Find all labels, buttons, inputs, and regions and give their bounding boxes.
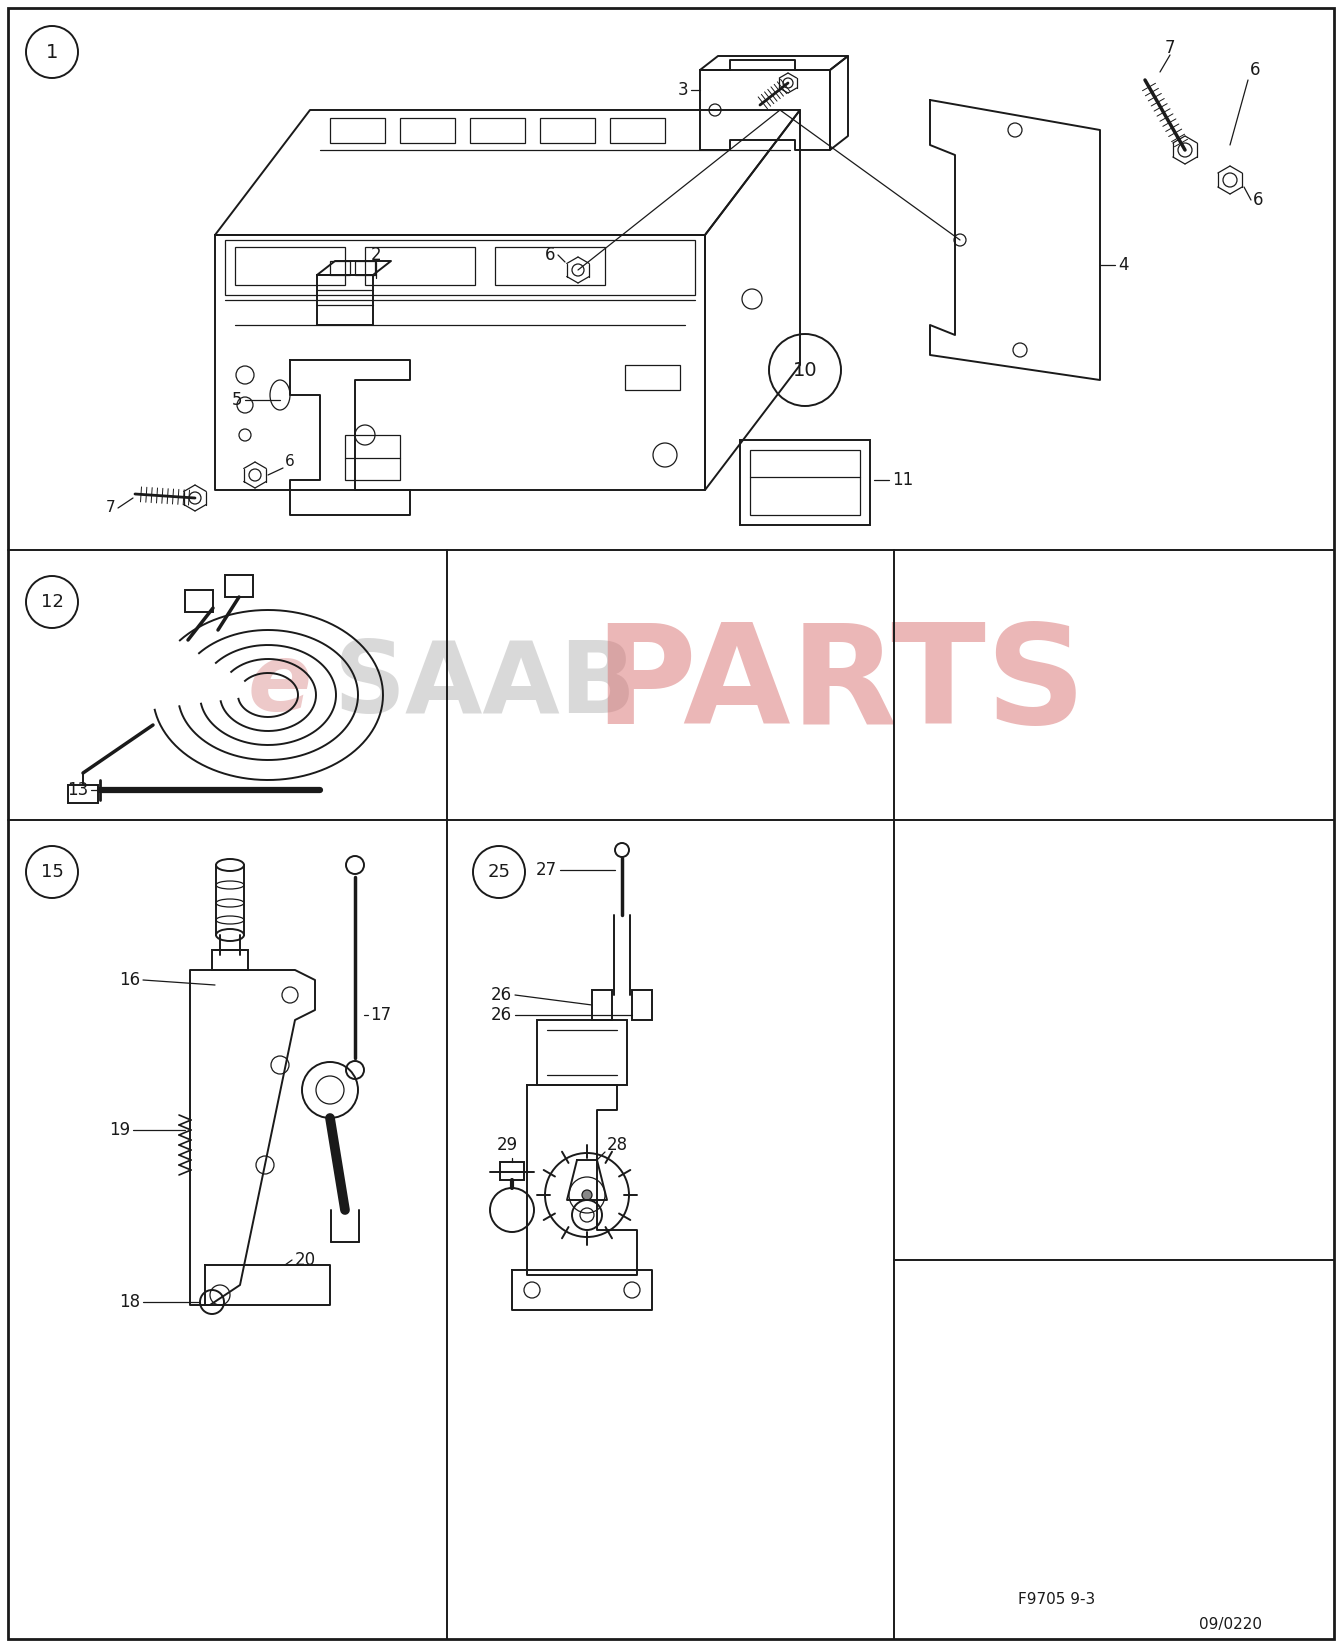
Text: PARTS: PARTS: [595, 618, 1086, 753]
Text: 3: 3: [678, 81, 688, 99]
Bar: [212, 950, 248, 970]
Text: 19: 19: [109, 1122, 130, 1140]
Text: 2: 2: [370, 245, 381, 264]
Text: e: e: [248, 639, 313, 731]
Text: 29: 29: [497, 1136, 518, 1155]
Bar: [225, 240, 695, 295]
Text: 6: 6: [1253, 191, 1264, 209]
Text: 11: 11: [892, 471, 914, 489]
Text: 17: 17: [370, 1006, 391, 1024]
Text: 09/0220: 09/0220: [1198, 1617, 1261, 1632]
Bar: [537, 1019, 627, 1085]
Bar: [470, 119, 525, 143]
Text: 16: 16: [119, 972, 140, 988]
Bar: [592, 990, 612, 1019]
Bar: [400, 119, 455, 143]
Bar: [632, 990, 652, 1019]
Bar: [185, 590, 213, 613]
Text: 4: 4: [1118, 255, 1129, 273]
Text: 26: 26: [491, 987, 513, 1005]
Text: 18: 18: [119, 1293, 140, 1311]
Bar: [330, 260, 350, 275]
Text: 15: 15: [40, 863, 63, 881]
Text: F9705 9-3: F9705 9-3: [1017, 1593, 1095, 1607]
Bar: [739, 440, 870, 525]
Text: SAAB: SAAB: [334, 636, 636, 733]
Text: 25: 25: [487, 863, 510, 881]
Text: 5: 5: [232, 390, 242, 408]
Text: 7: 7: [106, 501, 115, 516]
Text: 6: 6: [545, 245, 556, 264]
Bar: [625, 366, 680, 390]
Bar: [330, 119, 385, 143]
Text: 6: 6: [1249, 61, 1260, 79]
Text: 13: 13: [67, 781, 89, 799]
Bar: [356, 260, 374, 275]
Text: 28: 28: [607, 1136, 628, 1155]
Text: 10: 10: [793, 361, 817, 379]
Text: 12: 12: [40, 593, 63, 611]
Bar: [611, 119, 666, 143]
Text: 7: 7: [1165, 40, 1176, 58]
Text: 26: 26: [491, 1006, 513, 1024]
Text: 6: 6: [285, 455, 295, 469]
Bar: [539, 119, 595, 143]
Text: 1: 1: [46, 43, 58, 61]
Bar: [365, 247, 475, 285]
Bar: [225, 575, 254, 596]
Bar: [345, 435, 400, 479]
Bar: [495, 247, 605, 285]
Bar: [235, 247, 345, 285]
Bar: [68, 786, 98, 804]
Bar: [750, 450, 860, 516]
Circle shape: [582, 1191, 592, 1201]
Bar: [501, 1163, 523, 1179]
Text: 27: 27: [535, 861, 557, 879]
Text: 20: 20: [295, 1252, 317, 1268]
